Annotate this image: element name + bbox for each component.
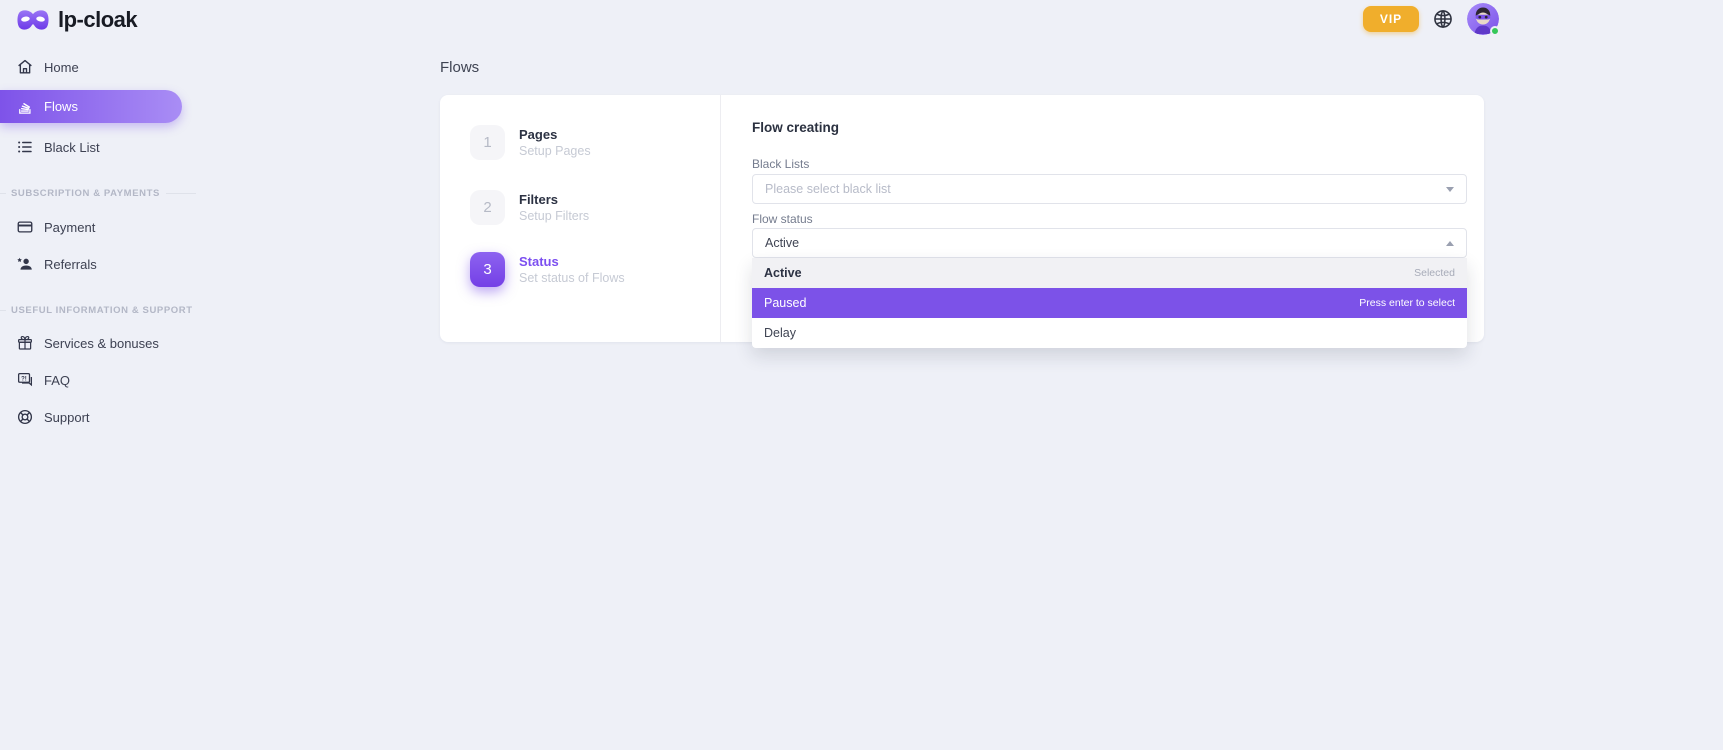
vip-button[interactable]: VIP xyxy=(1363,6,1419,32)
step-title: Filters xyxy=(519,191,559,207)
sidebar-section-subscription: SUBSCRIPTION & PAYMENTS xyxy=(0,186,196,200)
wizard-steps: 1 Pages Setup Pages 2 Filters Setup Filt… xyxy=(440,95,721,342)
section-title: SUBSCRIPTION & PAYMENTS xyxy=(11,187,160,199)
step-title: Status xyxy=(519,253,559,269)
sidebar-item-payment[interactable]: Payment xyxy=(0,210,196,244)
lifebuoy-icon xyxy=(16,408,34,426)
step-status[interactable]: 3 Status Set status of Flows xyxy=(470,252,625,287)
sidebar-item-faq[interactable]: ?! FAQ xyxy=(0,363,196,397)
home-icon xyxy=(16,58,34,76)
topbar-actions: VIP xyxy=(1363,3,1500,36)
brand-name: lp-cloak xyxy=(58,7,138,32)
flow-status-label: Flow status xyxy=(752,212,813,226)
sidebar-section-support: USEFUL INFORMATION & SUPPORT xyxy=(0,303,196,317)
sidebar-item-label: Payment xyxy=(44,219,96,235)
list-icon xyxy=(16,138,34,156)
option-label: Paused xyxy=(764,296,807,310)
step-subtitle: Setup Pages xyxy=(519,143,591,158)
step-number: 2 xyxy=(470,190,505,225)
option-hint: Press enter to select xyxy=(1359,297,1455,309)
sidebar-item-black-list[interactable]: Black List xyxy=(0,130,196,164)
option-label: Delay xyxy=(764,326,796,340)
option-active[interactable]: Active Selected xyxy=(752,258,1467,288)
online-status-dot xyxy=(1490,26,1500,36)
step-number: 1 xyxy=(470,125,505,160)
step-number: 3 xyxy=(470,252,505,287)
option-delay[interactable]: Delay xyxy=(752,318,1467,348)
sidebar-item-label: Support xyxy=(44,409,90,425)
sidebar-item-label: Black List xyxy=(44,139,100,155)
sidebar-item-referrals[interactable]: Referrals xyxy=(0,247,196,281)
sidebar-item-label: Referrals xyxy=(44,256,97,272)
avatar[interactable] xyxy=(1467,3,1500,36)
svg-text:?!: ?! xyxy=(21,376,27,382)
sidebar-item-home[interactable]: Home xyxy=(0,50,196,84)
referrals-icon xyxy=(16,255,34,273)
step-subtitle: Set status of Flows xyxy=(519,270,625,285)
sidebar: Home Flows Black List SUBSCRIPTION & PAY… xyxy=(0,0,210,750)
step-filters[interactable]: 2 Filters Setup Filters xyxy=(470,190,589,225)
section-title: USEFUL INFORMATION & SUPPORT xyxy=(11,304,193,316)
black-lists-placeholder: Please select black list xyxy=(765,182,891,196)
option-label: Active xyxy=(764,266,802,280)
option-hint: Selected xyxy=(1414,267,1455,279)
chevron-down-icon xyxy=(1446,186,1454,192)
option-paused[interactable]: Paused Press enter to select xyxy=(752,288,1467,318)
mask-icon xyxy=(16,8,50,33)
sidebar-item-label: Services & bonuses xyxy=(44,335,159,351)
credit-card-icon xyxy=(16,218,34,236)
flows-icon xyxy=(16,98,34,116)
sidebar-item-services[interactable]: Services & bonuses xyxy=(0,326,196,360)
globe-icon[interactable] xyxy=(1432,8,1454,30)
sidebar-item-support[interactable]: Support xyxy=(0,400,196,434)
chevron-up-icon xyxy=(1446,240,1454,246)
faq-icon: ?! xyxy=(16,371,34,389)
page-title: Flows xyxy=(440,59,480,76)
flow-status-select[interactable]: Active xyxy=(752,228,1467,258)
form-title: Flow creating xyxy=(752,120,840,135)
black-lists-select[interactable]: Please select black list xyxy=(752,174,1467,204)
black-lists-label: Black Lists xyxy=(752,157,810,171)
flow-wizard-card: 1 Pages Setup Pages 2 Filters Setup Filt… xyxy=(440,95,1484,348)
sidebar-item-label: FAQ xyxy=(44,372,71,388)
step-subtitle: Setup Filters xyxy=(519,208,590,223)
step-title: Pages xyxy=(519,126,558,142)
sidebar-item-label: Home xyxy=(44,59,79,75)
sidebar-item-label: Flows xyxy=(44,99,78,114)
flow-status-dropdown: Active Selected Paused Press enter to se… xyxy=(752,258,1467,348)
flow-status-value: Active xyxy=(765,236,800,250)
sidebar-item-flows[interactable]: Flows xyxy=(0,90,182,123)
brand-logo[interactable]: lp-cloak xyxy=(16,7,138,33)
gift-icon xyxy=(16,334,34,352)
step-pages[interactable]: 1 Pages Setup Pages xyxy=(470,125,591,160)
